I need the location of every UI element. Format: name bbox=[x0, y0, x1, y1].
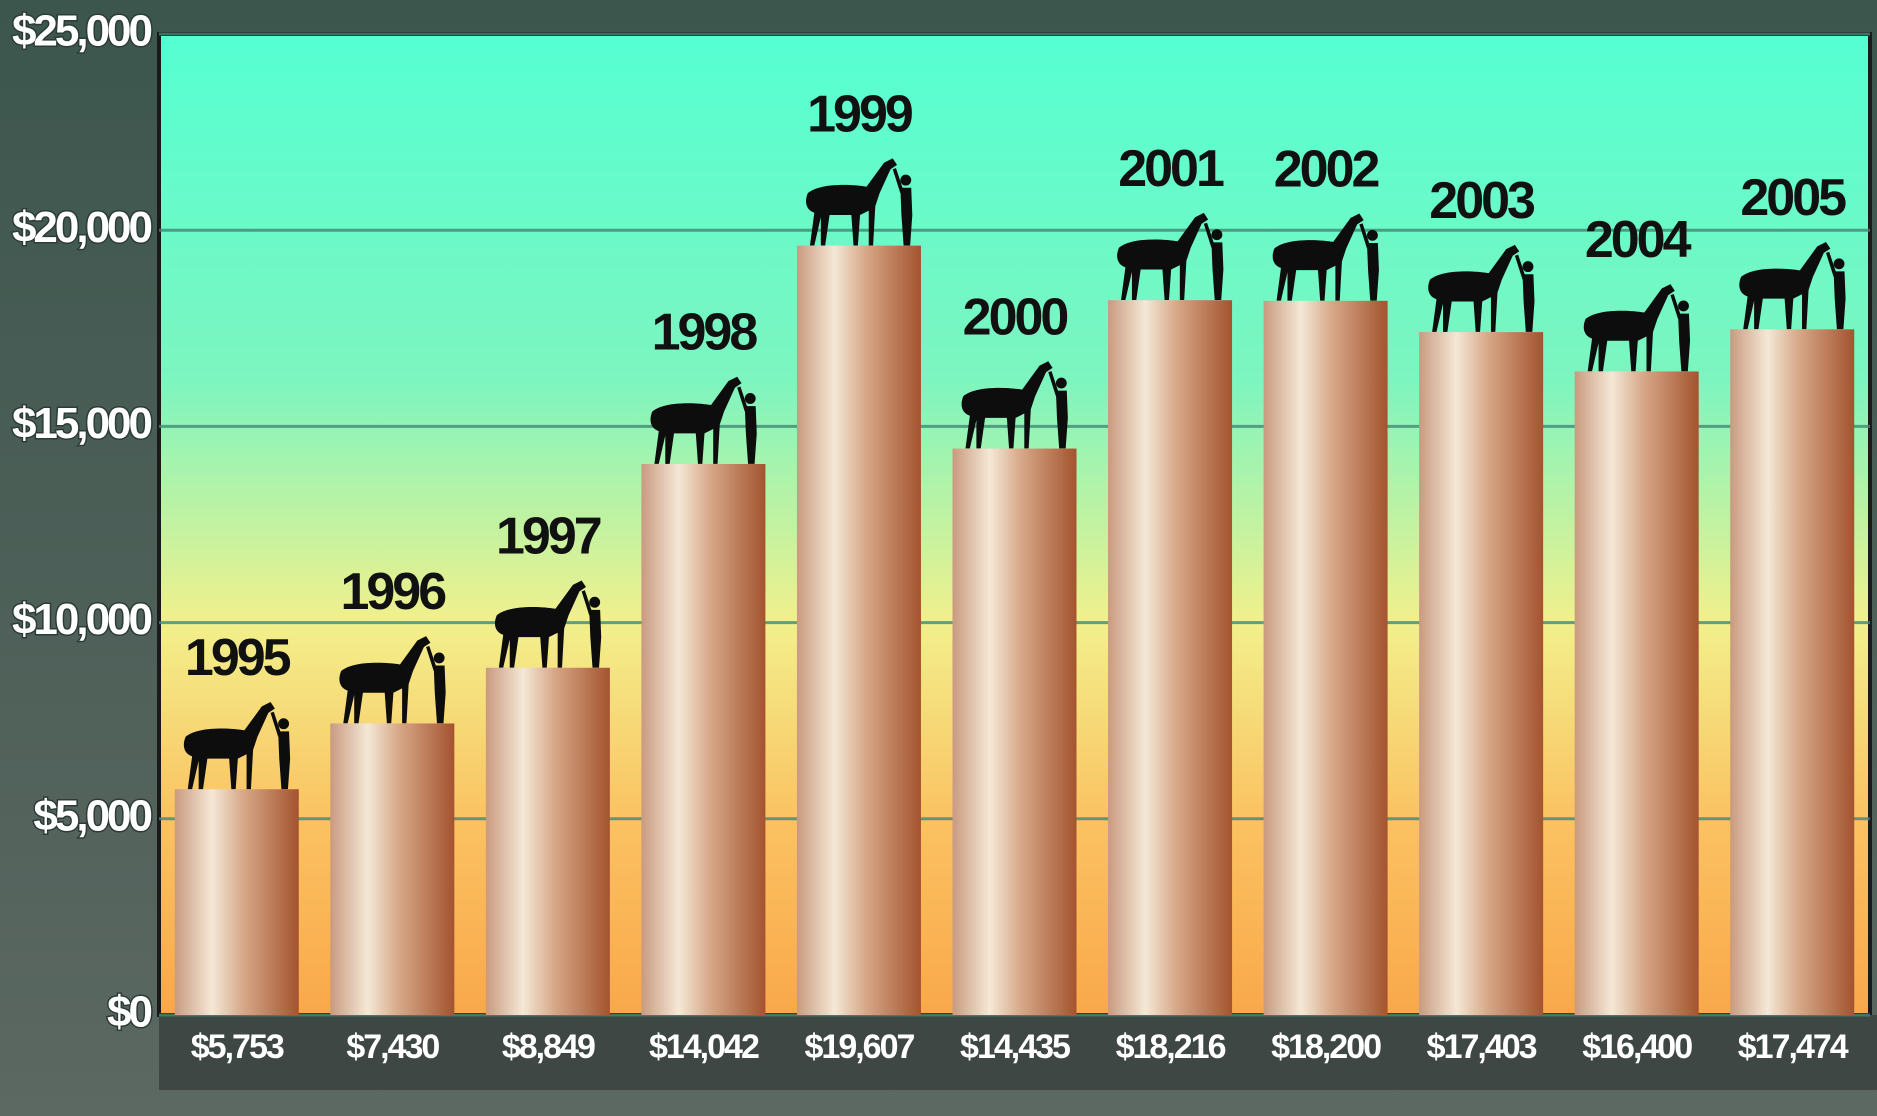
value-label: $19,607 bbox=[805, 1028, 915, 1066]
year-label: 2002 bbox=[1274, 141, 1379, 199]
year-label: 1997 bbox=[496, 507, 601, 565]
year-label: 1998 bbox=[652, 304, 758, 362]
year-label: 1999 bbox=[807, 85, 912, 143]
bar bbox=[330, 723, 455, 1015]
value-label: $16,400 bbox=[1582, 1028, 1692, 1066]
year-label: 2003 bbox=[1429, 172, 1535, 230]
bar bbox=[1263, 300, 1388, 1015]
value-label: $14,042 bbox=[649, 1028, 759, 1066]
bar bbox=[641, 463, 766, 1015]
value-label: $7,430 bbox=[346, 1028, 439, 1066]
value-label: $14,435 bbox=[960, 1028, 1070, 1066]
year-label: 1996 bbox=[340, 563, 446, 621]
y-tick-label: $25,000 bbox=[12, 7, 152, 56]
value-label: $5,753 bbox=[191, 1028, 284, 1066]
bar bbox=[952, 448, 1077, 1016]
bar bbox=[1108, 300, 1233, 1015]
year-label: 2004 bbox=[1585, 211, 1692, 269]
y-tick-label: $15,000 bbox=[12, 399, 152, 448]
value-label: $17,474 bbox=[1738, 1028, 1849, 1066]
value-label: $8,849 bbox=[502, 1028, 595, 1066]
year-label: 2005 bbox=[1740, 169, 1846, 227]
bar bbox=[174, 789, 299, 1015]
year-label: 1995 bbox=[185, 629, 291, 687]
value-label: $17,403 bbox=[1427, 1028, 1537, 1066]
bar bbox=[485, 667, 610, 1015]
value-label: $18,200 bbox=[1271, 1028, 1381, 1066]
bar bbox=[1730, 329, 1855, 1015]
bar bbox=[1574, 371, 1699, 1015]
bar bbox=[1419, 332, 1544, 1015]
y-tick-label: $0 bbox=[107, 988, 151, 1037]
y-tick-label: $10,000 bbox=[12, 595, 152, 644]
year-label: 2001 bbox=[1118, 140, 1224, 198]
year-label: 2000 bbox=[963, 288, 1068, 346]
value-label: $18,216 bbox=[1116, 1028, 1226, 1066]
y-tick-label: $5,000 bbox=[33, 791, 151, 840]
bar bbox=[796, 245, 921, 1015]
y-tick-label: $20,000 bbox=[12, 203, 152, 252]
value-strip bbox=[159, 1015, 1877, 1090]
